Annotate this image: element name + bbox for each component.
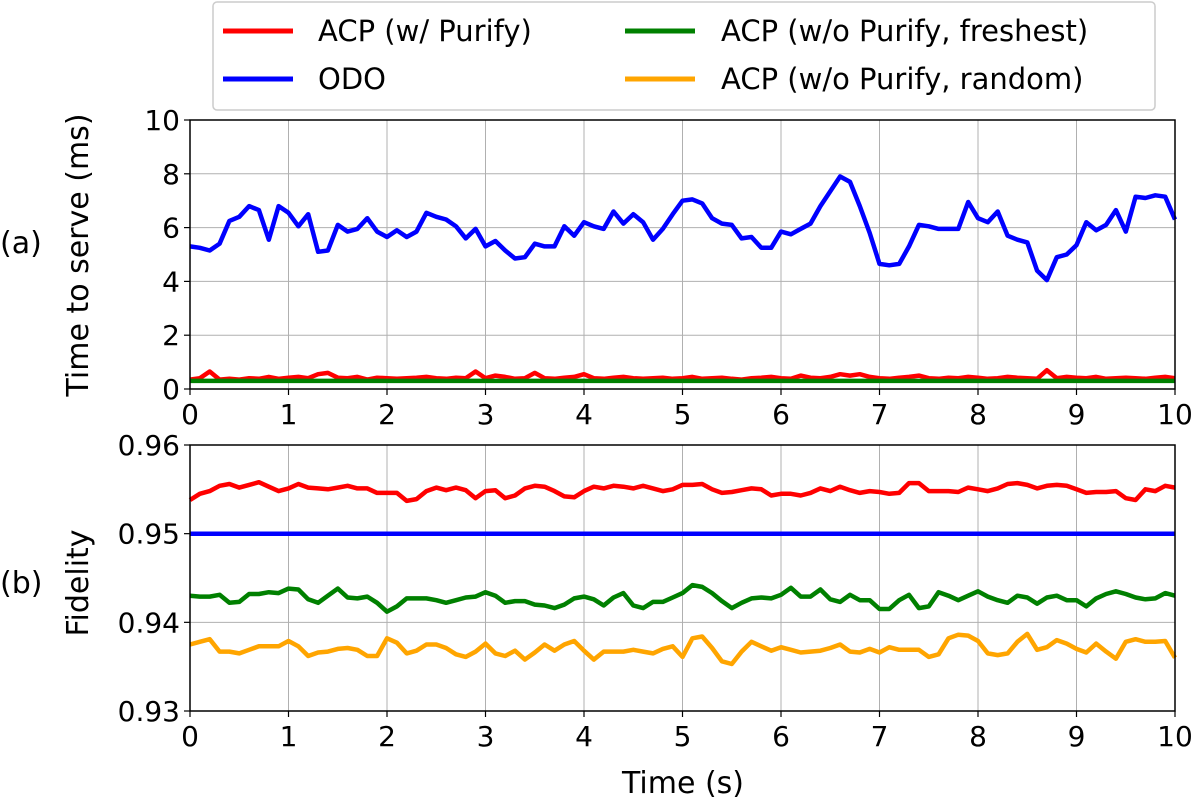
y-tick-label: 8 bbox=[162, 158, 180, 191]
legend-frame bbox=[212, 1, 1156, 111]
y-tick-label: 4 bbox=[162, 265, 180, 298]
x-tick-label: 2 bbox=[378, 398, 396, 431]
panel-label-a: (a) bbox=[0, 226, 42, 261]
y-tick-label: 0.93 bbox=[118, 695, 180, 728]
series-a bbox=[189, 174, 1178, 384]
x-tick-label: 4 bbox=[575, 720, 593, 753]
x-tick-label: 5 bbox=[674, 720, 692, 753]
chart-panel-a: 0 1 2 3 4 5 6 7 8 9 10 0 2 4 6 8 10 Time to serve (ms) (… bbox=[0, 104, 1193, 431]
y-tick-label: 0.96 bbox=[118, 429, 180, 462]
y-tick-label: 0.94 bbox=[118, 606, 180, 639]
x-tick-label: 7 bbox=[871, 720, 889, 753]
x-tick-label: 1 bbox=[280, 720, 298, 753]
x-tick-label: 7 bbox=[871, 398, 889, 431]
x-tick-label: 8 bbox=[969, 720, 987, 753]
x-tick-label: 10 bbox=[1157, 398, 1193, 431]
y-axis-label-b: Fidelity bbox=[61, 529, 96, 636]
y-tick-label: 0.95 bbox=[118, 518, 180, 551]
x-tick-label: 3 bbox=[477, 720, 495, 753]
x-axis-label: Time (s) bbox=[621, 766, 744, 800]
x-tick-label: 9 bbox=[1068, 398, 1086, 431]
series-line-acp-w-o-purify-freshest bbox=[189, 582, 1176, 614]
x-tick-label: 0 bbox=[181, 720, 199, 753]
x-tick-label: 10 bbox=[1157, 720, 1193, 753]
x-tick-label: 4 bbox=[575, 398, 593, 431]
y-tick-label: 2 bbox=[162, 319, 180, 352]
y-axis-label-a: Time to serve (ms) bbox=[61, 113, 96, 397]
chart-panel-b: 0 1 2 3 4 5 6 7 8 9 10 0.93 0.94 0.95 0.96 Fidelity (b… bbox=[0, 429, 1193, 800]
legend-label-acp-random: ACP (w/o Purify, random) bbox=[721, 62, 1083, 96]
legend-label-acp-freshest: ACP (w/o Purify, freshest) bbox=[721, 14, 1088, 48]
series-b bbox=[188, 479, 1177, 667]
x-tick-label: 6 bbox=[772, 398, 790, 431]
series-line-acp-w-purify bbox=[189, 367, 1176, 382]
x-tick-label: 6 bbox=[772, 720, 790, 753]
x-tick-label: 5 bbox=[674, 398, 692, 431]
series-line-acp-w-purify bbox=[188, 479, 1176, 504]
x-tick-label: 0 bbox=[181, 398, 199, 431]
ticks-a: 0 1 2 3 4 5 6 7 8 9 10 0 2 4 6 8 10 bbox=[144, 104, 1192, 431]
y-tick-label: 10 bbox=[144, 104, 180, 137]
x-tick-label: 8 bbox=[969, 398, 987, 431]
legend-label-acp-purify: ACP (w/ Purify) bbox=[318, 14, 532, 48]
y-tick-label: 0 bbox=[162, 373, 180, 406]
ticks-b: 0 1 2 3 4 5 6 7 8 9 10 0.93 0.94 0.95 0.96 bbox=[118, 429, 1193, 753]
x-tick-label: 9 bbox=[1068, 720, 1086, 753]
series-line-odo bbox=[189, 174, 1178, 283]
y-tick-label: 6 bbox=[162, 212, 180, 245]
series-line-acp-w-o-purify-random bbox=[189, 631, 1177, 667]
x-tick-label: 2 bbox=[378, 720, 396, 753]
x-tick-label: 1 bbox=[280, 398, 298, 431]
legend-label-odo: ODO bbox=[318, 62, 386, 96]
panel-label-b: (b) bbox=[0, 566, 42, 601]
grid-a bbox=[189, 119, 1176, 390]
x-tick-label: 3 bbox=[477, 398, 495, 431]
legend: ACP (w/ Purify) ODO ACP (w/o Purify, fre… bbox=[212, 1, 1156, 111]
